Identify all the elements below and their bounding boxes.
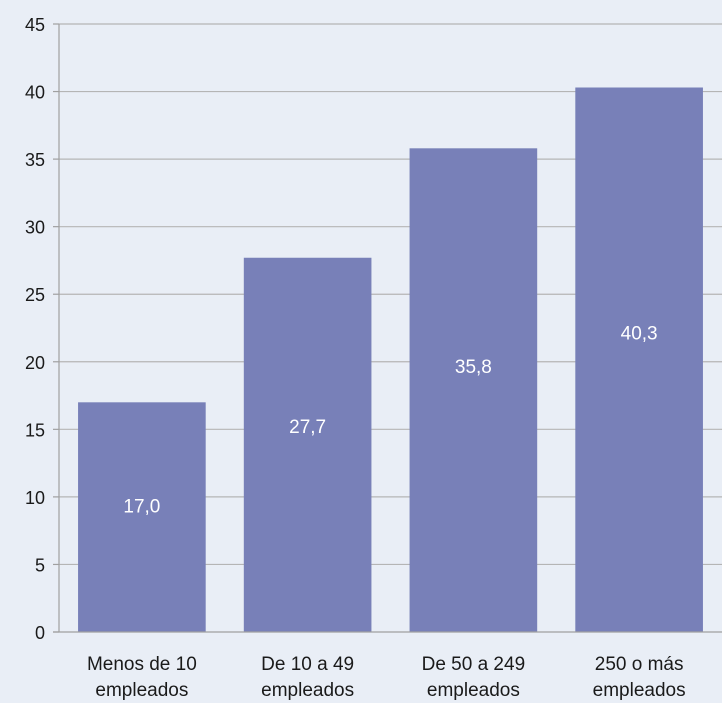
y-tick-label: 10 — [25, 488, 45, 508]
x-axis-categories: Menos de 10 empleados De 10 a 49 empleados D… — [87, 654, 686, 701]
bar — [575, 87, 703, 633]
x-category-label: De 50 a 249 — [422, 654, 526, 675]
data-label: 27,7 — [289, 417, 326, 438]
y-tick-label: 20 — [25, 353, 45, 373]
x-category-label: De 10 a 49 — [261, 654, 354, 675]
bars — [78, 87, 703, 633]
data-labels: 17,0 27,7 35,8 40,3 — [123, 324, 657, 518]
y-tick-label: 15 — [25, 420, 45, 440]
x-category-label: empleados — [261, 680, 354, 701]
y-axis-ticks: 0 5 10 15 20 25 30 35 40 45 — [25, 15, 59, 643]
y-tick-label: 35 — [25, 150, 45, 170]
data-label: 40,3 — [621, 324, 658, 345]
x-category-label: Menos de 10 — [87, 654, 197, 675]
bar — [243, 257, 372, 632]
y-tick-label: 25 — [25, 285, 45, 305]
data-label: 35,8 — [455, 357, 492, 378]
bar — [78, 402, 206, 632]
x-category-label: 250 o más — [595, 654, 684, 675]
y-tick-label: 40 — [25, 83, 45, 103]
x-category-label: empleados — [427, 680, 520, 701]
data-label: 17,0 — [123, 497, 160, 518]
x-category-label: empleados — [593, 680, 686, 701]
y-tick-label: 0 — [35, 623, 45, 643]
x-category-label: empleados — [95, 680, 188, 701]
y-tick-label: 45 — [25, 15, 45, 35]
y-tick-label: 5 — [35, 555, 45, 575]
y-tick-label: 30 — [25, 218, 45, 238]
bar — [409, 148, 538, 632]
